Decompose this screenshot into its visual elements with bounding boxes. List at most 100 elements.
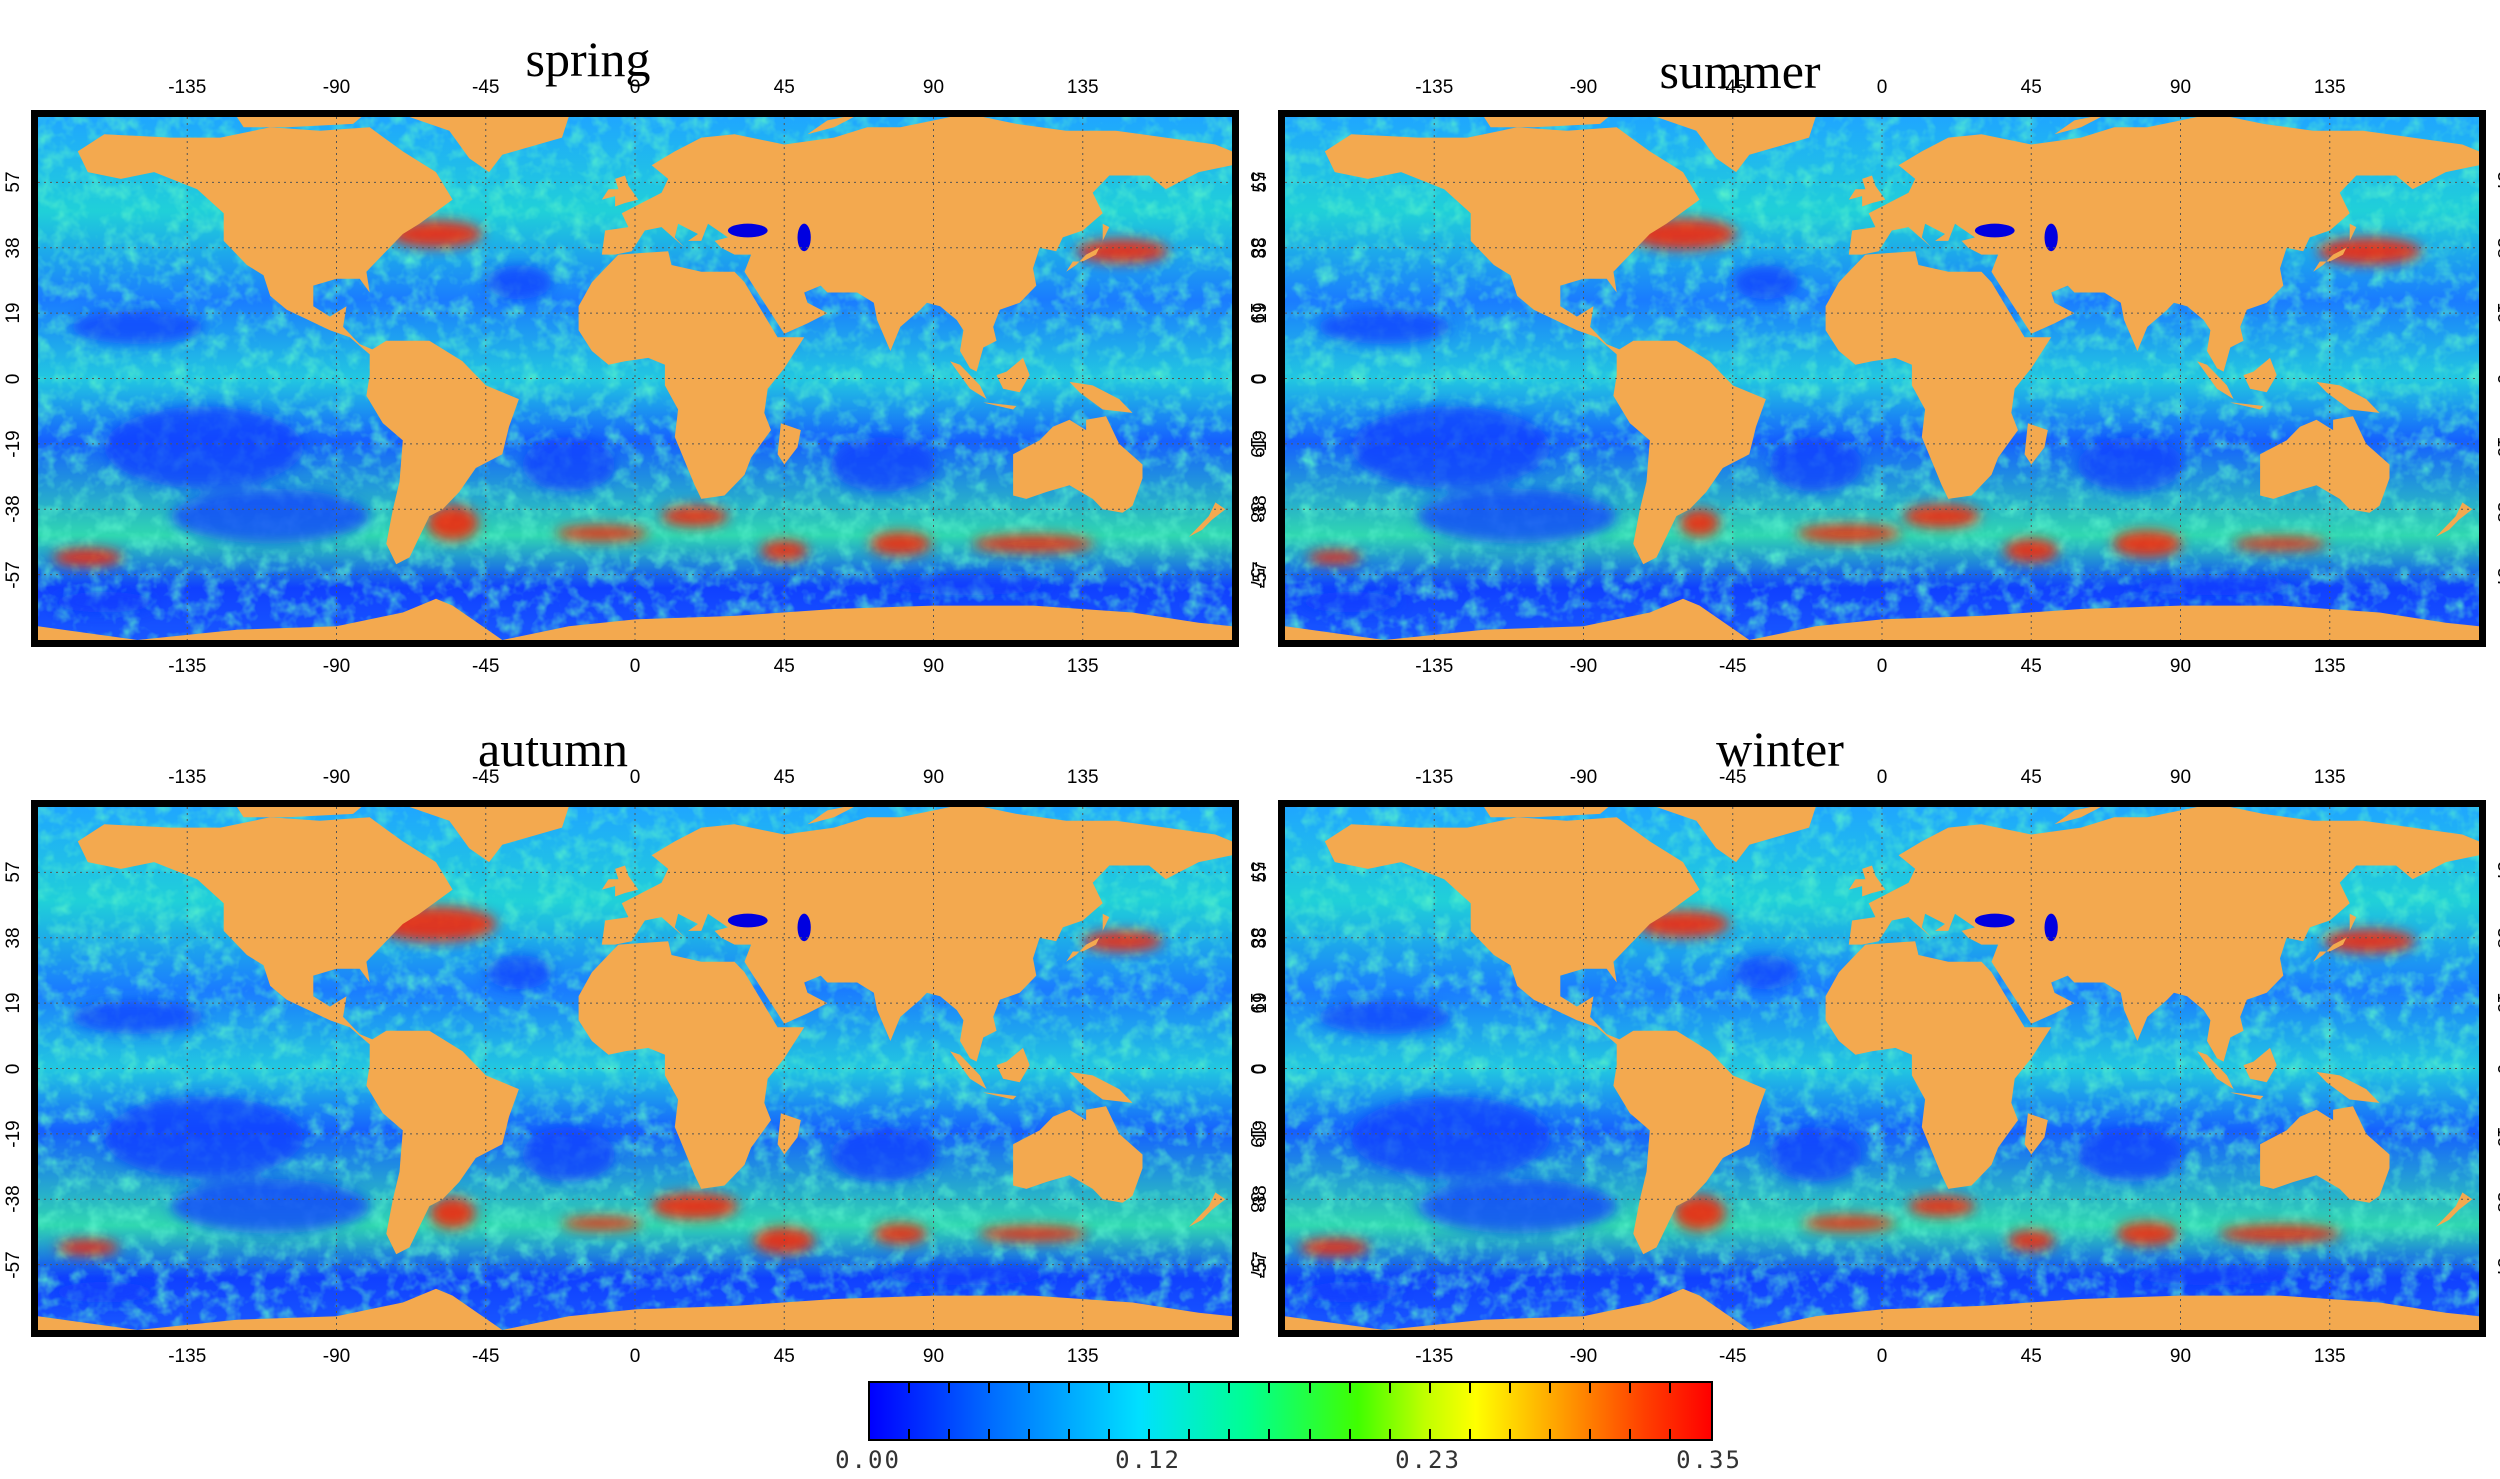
low-variability-patch [522,436,616,493]
high-variability-patch [1908,1195,1975,1217]
lat-tick-label-left: 38 [1250,237,1271,259]
colorbar-tick [1148,1383,1151,1393]
lat-tick-label-left: 38 [3,927,24,949]
panel-title-spring: spring [525,31,651,87]
lon-tick-label-bottom: 45 [2020,1346,2042,1367]
landmass [1013,416,1143,513]
lon-tick-label-bottom: -135 [1415,656,1454,677]
landmass [409,807,569,863]
lat-tick-label-left: 19 [3,992,24,1014]
lat-tick-label-left: 38 [3,237,24,259]
panel-title-autumn: autumn [478,721,628,777]
inland-sea [727,223,768,238]
colorbar-tick [1308,1429,1311,1439]
low-variability-patch [830,1126,937,1183]
colorbar-tick [1268,1429,1271,1439]
lon-tick-label-bottom: 135 [2313,1346,2346,1367]
lon-tick-label-bottom: -90 [322,1346,351,1367]
colorbar-tick [1068,1383,1071,1393]
inland-sea [727,913,768,928]
landmass [1656,117,1816,173]
colorbar-tick [1548,1429,1551,1439]
landmass [2230,1092,2264,1100]
lon-tick-label-bottom: 135 [1066,1346,1099,1367]
lon-tick-label-top: -45 [1719,767,1747,788]
landmass [1484,117,1609,128]
inland-sea [2044,223,2058,252]
colorbar-tick [1028,1429,1031,1439]
lat-tick-label-left: -19 [1250,1120,1271,1148]
colorbar-tick [1668,1383,1671,1393]
lon-tick-label-top: 0 [1876,767,1888,788]
lat-tick-label-left: 57 [3,171,24,193]
lon-tick-label-bottom: 90 [2169,1346,2192,1367]
landmass [1324,817,1700,1045]
low-variability-patch [1732,954,1800,990]
colorbar-tick [1428,1429,1431,1439]
lon-tick-label-bottom: 0 [629,656,641,677]
lat-tick-label-left: 57 [3,861,24,883]
high-variability-patch [57,1239,119,1256]
lat-tick-label-left: 57 [1250,861,1271,883]
high-variability-patch [1803,1215,1895,1232]
high-variability-patch [53,548,123,567]
lon-tick-label-top: 45 [773,767,795,788]
landmass [983,402,1017,410]
lon-tick-label-bottom: 90 [922,1346,945,1367]
lon-tick-label-top: -90 [1569,77,1598,98]
low-variability-patch [485,954,553,990]
landmass [2197,361,2234,400]
lon-tick-label-bottom: -90 [1569,656,1598,677]
lat-tick-label-left: -57 [1250,560,1271,589]
low-variability-patch [1301,591,1402,613]
colorbar-tick [1468,1429,1471,1439]
low-variability-patch [2077,1126,2184,1183]
lat-tick-label-right: -19 [2493,430,2500,458]
lat-tick-label-left: -19 [3,1120,24,1148]
lon-tick-label-top: -90 [1569,767,1598,788]
lon-tick-label-bottom: 0 [629,1346,641,1367]
colorbar-tick [1468,1383,1471,1393]
high-variability-patch [661,505,728,527]
colorbar-tick [1228,1383,1231,1393]
colorbar-tick [1508,1383,1511,1393]
landmass [1848,865,1886,897]
lat-tick-label-right: 0 [2492,1049,2500,1089]
low-variability-patch [1318,999,1451,1035]
colorbar-label-max: 0.35 [1676,1446,1742,1474]
high-variability-patch [556,525,648,542]
high-variability-patch [651,1192,738,1220]
colorbar-tick [1188,1429,1191,1439]
landmass [366,340,519,565]
high-variability-patch [1903,504,1980,529]
low-variability-patch [830,436,937,493]
lat-tick-label-right: 38 [2493,927,2500,949]
landmass [601,807,1232,1062]
lon-tick-label-bottom: -45 [472,656,500,677]
high-variability-patch [2233,536,2327,551]
lon-tick-label-top: 90 [922,77,945,98]
landmass [950,1051,987,1090]
lat-tick-label-left: -38 [3,1185,24,1213]
landmass [2316,1071,2380,1103]
lon-tick-label-top: -135 [1415,767,1454,788]
high-variability-patch [1308,550,1362,565]
low-variability-patch [2130,1264,2297,1286]
lon-tick-label-bottom: -45 [1719,1346,1747,1367]
low-variability-patch [104,406,304,489]
lon-tick-label-bottom: 90 [922,656,945,677]
map-area-spring [38,117,1232,640]
lon-tick-label-top: -90 [322,77,351,98]
low-variability-patch [1769,436,1863,493]
landmass [77,127,453,355]
high-variability-patch [562,1216,642,1231]
colorbar-tick [988,1429,991,1439]
low-variability-patch [54,1281,155,1303]
high-variability-patch [1076,239,1169,264]
lat-tick-label-left: -38 [1250,1185,1271,1213]
lat-tick-label-left: -57 [1250,1250,1271,1279]
colorbar-tick [1028,1383,1031,1393]
lat-tick-label-left: -57 [3,560,24,589]
low-variability-patch [1318,309,1451,345]
colorbar-tick [1628,1429,1631,1439]
